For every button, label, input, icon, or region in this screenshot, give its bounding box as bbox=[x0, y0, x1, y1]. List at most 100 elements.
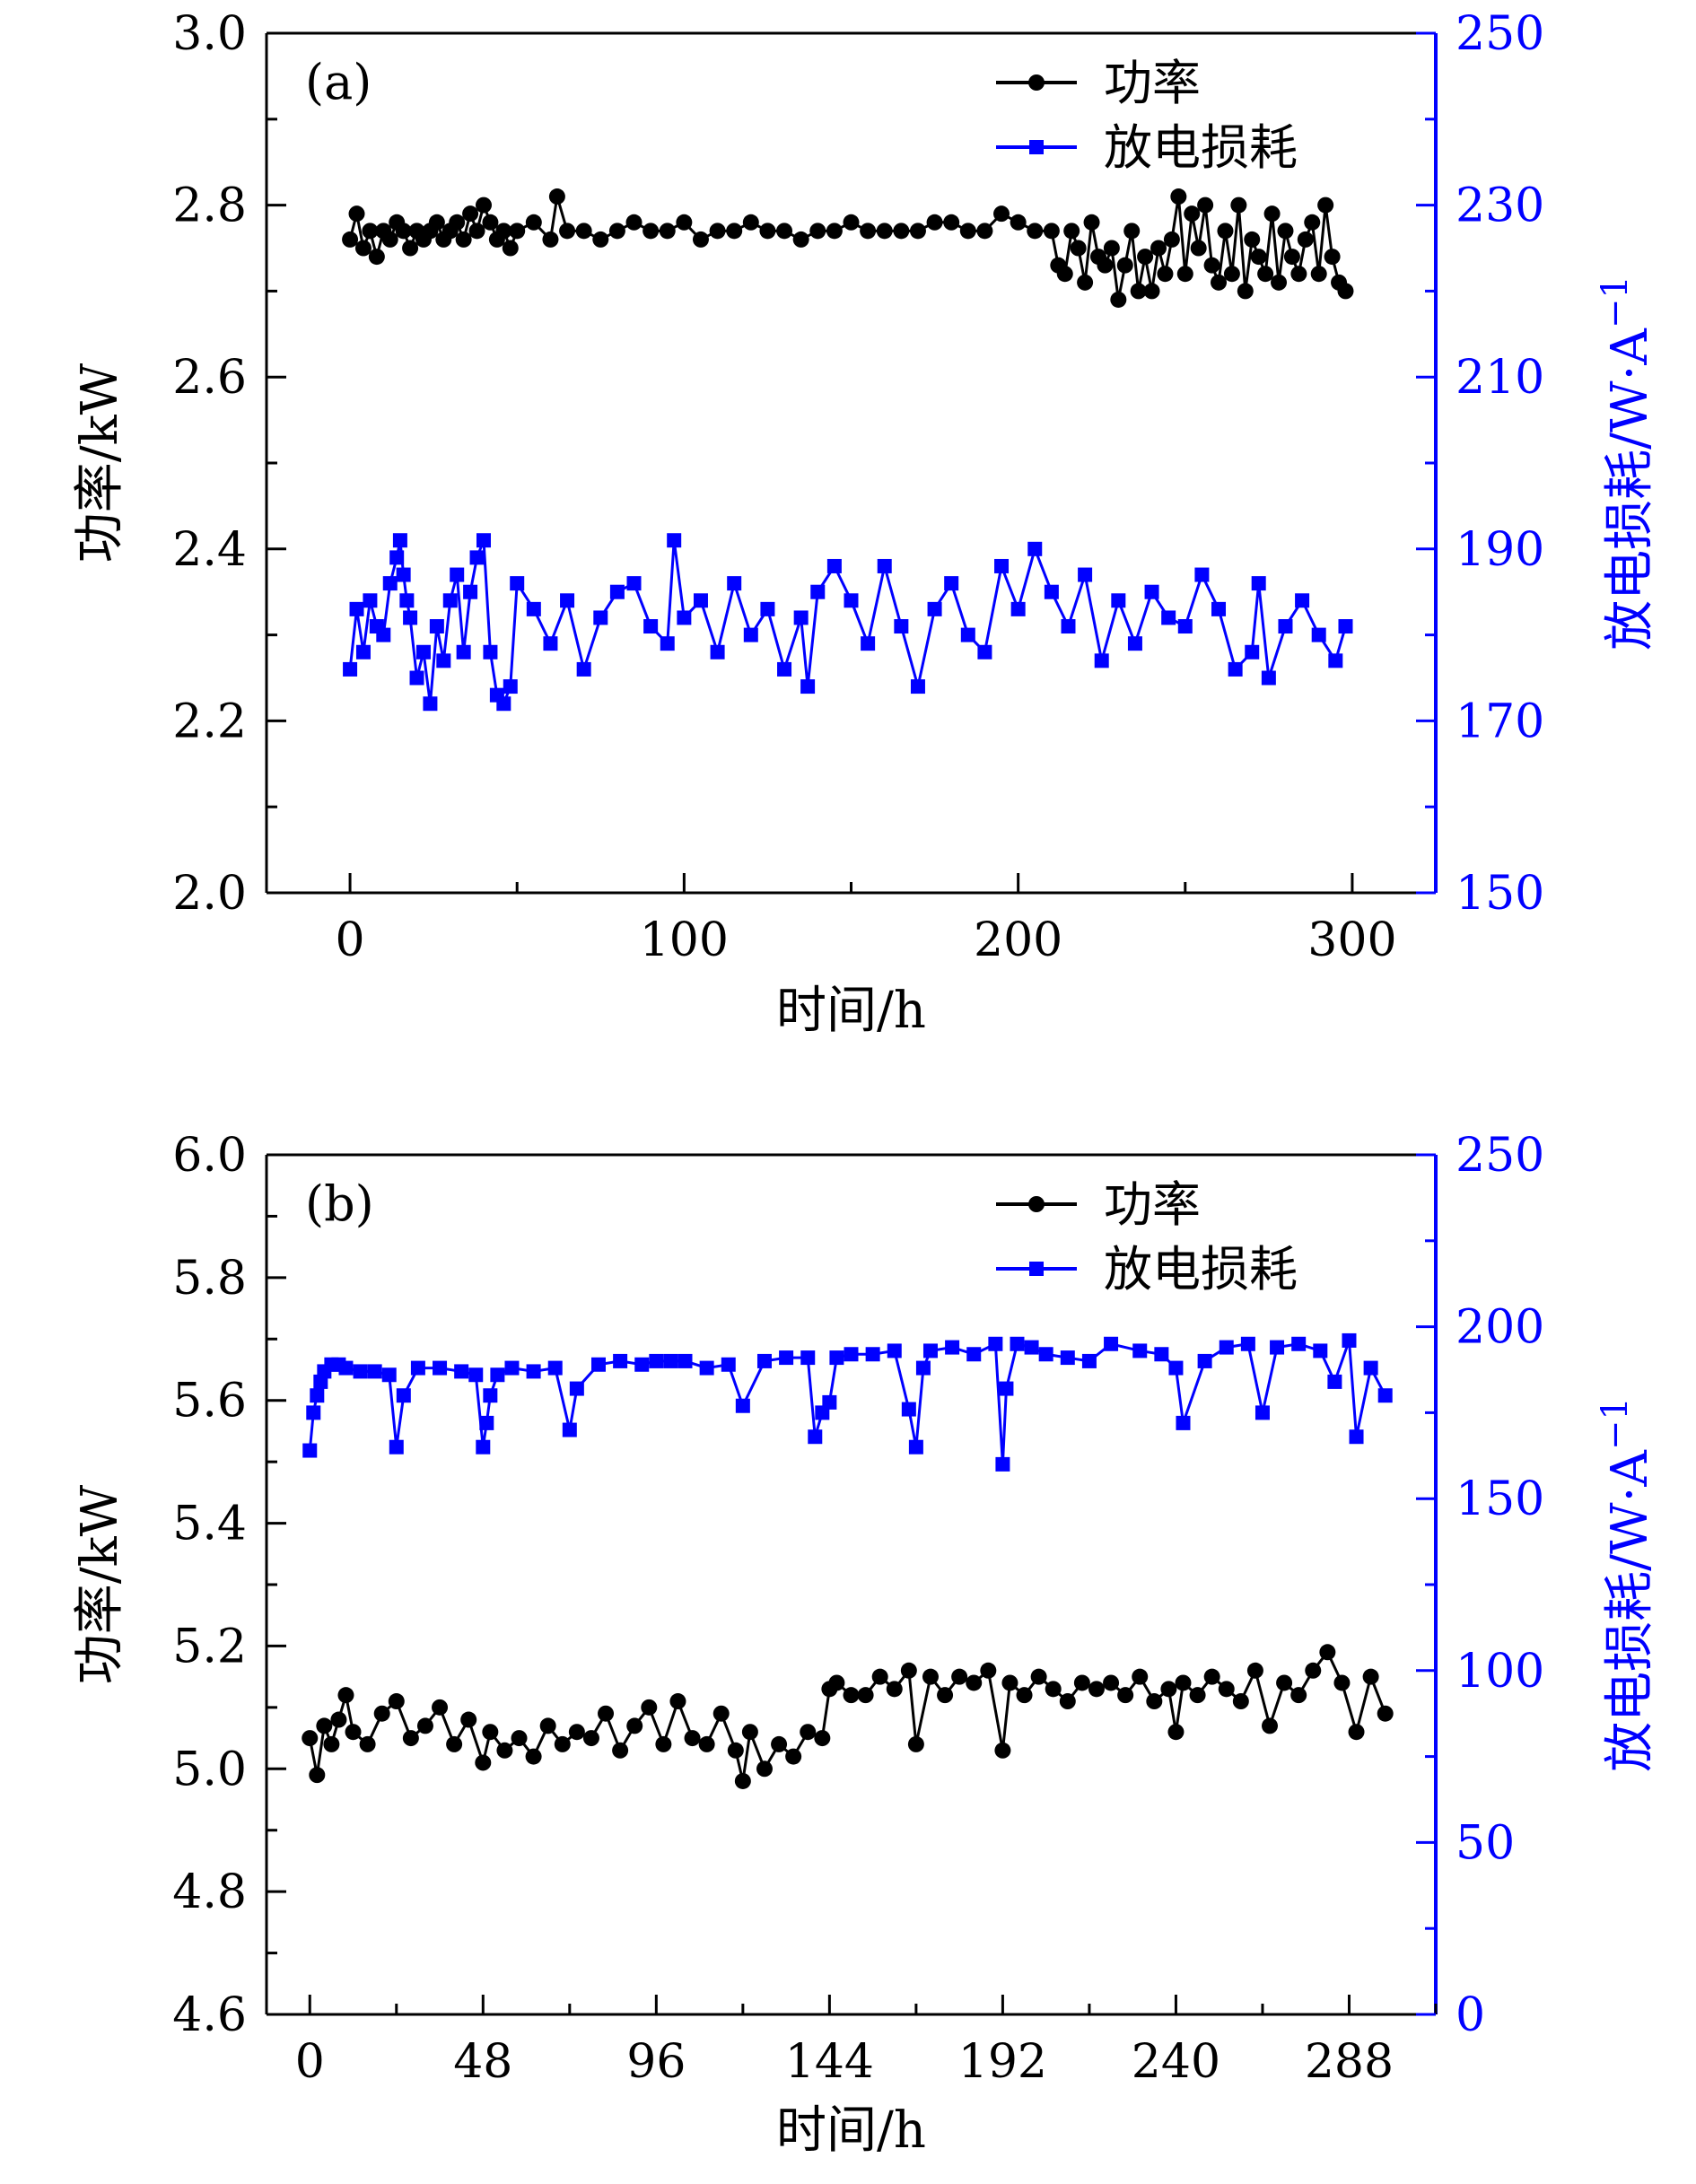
data-point bbox=[1132, 1343, 1148, 1358]
data-point bbox=[1078, 567, 1093, 582]
data-point bbox=[468, 223, 485, 240]
y-left-axis-title: 功率/kW bbox=[71, 363, 129, 563]
y-left-tick-label: 2.6 bbox=[172, 351, 247, 405]
data-point bbox=[800, 679, 816, 695]
data-point bbox=[309, 1767, 326, 1784]
data-point bbox=[460, 1711, 477, 1728]
data-point bbox=[800, 1724, 817, 1741]
data-point bbox=[612, 1742, 629, 1759]
y-left-axis-title: 功率/kW bbox=[71, 1484, 129, 1684]
y-left-tick-label: 4.6 bbox=[172, 1988, 247, 2042]
data-point bbox=[678, 1353, 693, 1368]
data-point bbox=[1197, 197, 1214, 214]
data-point bbox=[1228, 661, 1243, 677]
data-point bbox=[1349, 1429, 1364, 1445]
y-left-tick-label: 5.2 bbox=[172, 1620, 247, 1673]
data-point bbox=[1163, 231, 1180, 248]
data-point bbox=[376, 627, 391, 642]
data-point bbox=[844, 1347, 859, 1362]
data-point bbox=[699, 1360, 714, 1376]
data-point bbox=[826, 558, 842, 573]
data-point bbox=[808, 1429, 823, 1445]
x-tick-label: 96 bbox=[626, 2035, 686, 2089]
data-point bbox=[402, 240, 419, 257]
data-point bbox=[1363, 1360, 1378, 1376]
data-point bbox=[634, 1357, 650, 1372]
data-point bbox=[1143, 283, 1160, 300]
data-point bbox=[576, 661, 591, 677]
data-point bbox=[462, 205, 479, 223]
data-point bbox=[389, 550, 405, 565]
data-point bbox=[871, 1668, 888, 1685]
data-point bbox=[554, 1735, 571, 1752]
data-point bbox=[994, 1742, 1011, 1759]
data-point bbox=[392, 533, 407, 548]
data-point bbox=[1218, 1681, 1235, 1698]
data-point bbox=[760, 601, 775, 616]
data-point bbox=[814, 1730, 831, 1747]
x-tick-label: 0 bbox=[295, 2035, 325, 2089]
data-point bbox=[1232, 1693, 1249, 1710]
data-point bbox=[976, 223, 993, 240]
data-point bbox=[1116, 257, 1133, 274]
y-right-tick-label: 170 bbox=[1456, 695, 1544, 748]
x-tick-label: 48 bbox=[453, 2035, 512, 2089]
data-point bbox=[592, 231, 609, 248]
y-right-tick-label: 250 bbox=[1456, 7, 1544, 61]
data-point bbox=[1083, 214, 1100, 231]
x-tick-label: 0 bbox=[336, 913, 365, 967]
x-axis-title: 时间/h bbox=[776, 982, 926, 1040]
data-point bbox=[726, 223, 743, 240]
data-point bbox=[626, 1717, 643, 1734]
data-point bbox=[569, 1381, 584, 1396]
data-point bbox=[692, 231, 709, 248]
panel-label: (a) bbox=[305, 54, 372, 110]
data-point bbox=[777, 661, 792, 677]
data-point bbox=[1211, 274, 1228, 291]
data-point bbox=[354, 240, 372, 257]
data-point bbox=[1097, 257, 1114, 274]
data-point bbox=[660, 636, 675, 651]
data-point bbox=[943, 214, 960, 231]
data-point bbox=[482, 214, 499, 231]
data-point bbox=[1073, 1674, 1090, 1691]
y-right-tick-label: 150 bbox=[1456, 867, 1544, 921]
data-point bbox=[926, 214, 943, 231]
y-right-tick-label: 50 bbox=[1456, 1816, 1515, 1870]
data-point bbox=[526, 601, 541, 616]
data-point bbox=[1290, 1687, 1307, 1704]
data-point bbox=[399, 593, 415, 608]
data-point bbox=[302, 1730, 319, 1747]
series-discharge-loss bbox=[302, 1332, 1393, 1472]
data-point bbox=[721, 1357, 736, 1372]
data-point bbox=[1219, 1340, 1234, 1355]
data-point bbox=[568, 1724, 585, 1741]
data-point bbox=[306, 1405, 321, 1420]
data-point bbox=[388, 1693, 405, 1710]
data-point bbox=[582, 1730, 599, 1747]
data-point bbox=[1103, 240, 1120, 257]
data-point bbox=[450, 567, 465, 582]
data-point bbox=[741, 1724, 758, 1741]
data-point bbox=[1024, 1340, 1039, 1355]
data-point bbox=[1063, 223, 1080, 240]
data-point bbox=[1077, 274, 1094, 291]
data-point bbox=[1061, 619, 1076, 634]
legend-marker bbox=[1029, 1262, 1044, 1276]
data-point bbox=[1150, 240, 1167, 257]
data-point bbox=[337, 1687, 354, 1704]
data-point bbox=[475, 1754, 492, 1771]
data-point bbox=[539, 1717, 556, 1734]
data-point bbox=[1177, 619, 1193, 634]
y-right-tick-label: 250 bbox=[1456, 1129, 1544, 1183]
data-point bbox=[1010, 1336, 1025, 1351]
data-point bbox=[423, 696, 438, 712]
data-point bbox=[476, 533, 491, 548]
data-point bbox=[449, 214, 466, 231]
data-point bbox=[910, 679, 925, 695]
data-point bbox=[1059, 1693, 1076, 1710]
x-tick-label: 144 bbox=[785, 2035, 874, 2089]
data-point bbox=[395, 223, 412, 240]
data-point bbox=[338, 1360, 354, 1376]
y-right-axis-title-text: 放电损耗/W·A bbox=[1601, 328, 1659, 651]
